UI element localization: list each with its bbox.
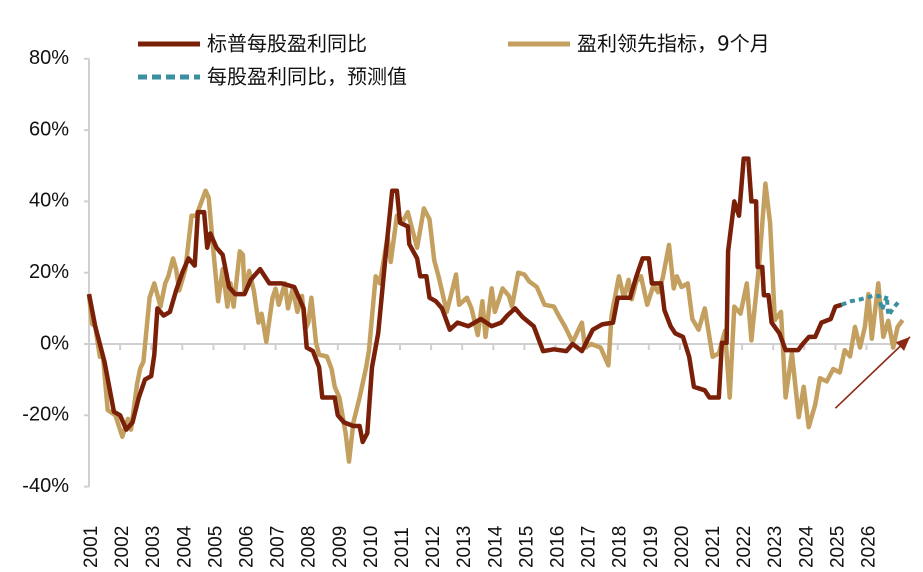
trend-arrow-line (834, 336, 911, 409)
y-tick-label: 80% (29, 47, 69, 69)
x-tick-label: 2026 (859, 526, 880, 568)
x-tick-label: 2006 (237, 526, 258, 568)
trend-arrow-head-icon (895, 336, 911, 351)
legend-label-eps-yoy: 标普每股盈利同比 (207, 32, 367, 56)
x-axis: 2001 2002 2003 2004 2005 2006 2007 2008 2009 2010… (81, 343, 898, 568)
x-tick-label: 2008 (299, 526, 320, 568)
y-tick-label: 40% (29, 190, 69, 212)
annotations (834, 336, 911, 409)
x-tick-label: 2023 (765, 526, 786, 568)
x-tick-label: 2013 (454, 526, 475, 568)
x-tick-label: 2014 (485, 525, 506, 568)
y-tick-label: 20% (29, 261, 69, 283)
x-tick-label: 2011 (392, 527, 413, 568)
x-tick-label: 2021 (703, 526, 724, 568)
y-axis: 80% 60% 40% 20% 0% -20% -40% (22, 47, 90, 497)
y-tick-label: 60% (29, 118, 69, 140)
legend: 标普每股盈利同比 盈利领先指标，9个月 每股盈利同比，预测值 (138, 32, 770, 89)
y-tick-label: -40% (22, 475, 69, 497)
x-tick-label: 2010 (361, 526, 382, 568)
y-tick-label: -20% (22, 404, 69, 426)
x-tick-label: 2022 (734, 526, 755, 568)
x-tick-label: 2017 (579, 526, 600, 568)
series-line-leading-indicator (86, 181, 905, 464)
x-tick-label: 2004 (174, 525, 195, 568)
x-tick-label: 2005 (205, 526, 226, 568)
x-tick-label: 2018 (610, 526, 631, 568)
series-line-eps-yoy (86, 156, 843, 445)
x-tick-label: 2025 (827, 526, 848, 568)
x-tick-label: 2015 (516, 526, 537, 568)
x-tick-label: 2012 (423, 526, 444, 568)
legend-label-eps-forecast: 每股盈利同比，预测值 (207, 65, 407, 89)
legend-label-leading-indicator: 盈利领先指标，9个月 (577, 32, 770, 56)
x-tick-label: 2020 (672, 526, 693, 568)
x-tick-label: 2024 (796, 525, 817, 568)
x-tick-label: 2002 (112, 526, 133, 568)
y-tick-label: 0% (40, 332, 69, 354)
series-group (86, 156, 905, 464)
x-tick-label: 2019 (641, 526, 662, 568)
x-tick-label: 2003 (143, 526, 164, 568)
x-tick-label: 2009 (330, 526, 351, 568)
series-line-eps-forecast (840, 293, 903, 318)
x-tick-label: 2001 (81, 526, 102, 568)
x-tick-label: 2007 (268, 526, 289, 568)
x-tick-label: 2016 (548, 526, 569, 568)
